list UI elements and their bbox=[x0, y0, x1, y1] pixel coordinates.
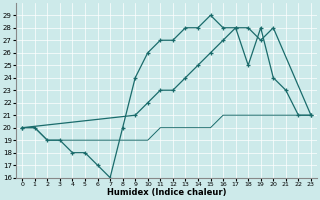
X-axis label: Humidex (Indice chaleur): Humidex (Indice chaleur) bbox=[107, 188, 226, 197]
